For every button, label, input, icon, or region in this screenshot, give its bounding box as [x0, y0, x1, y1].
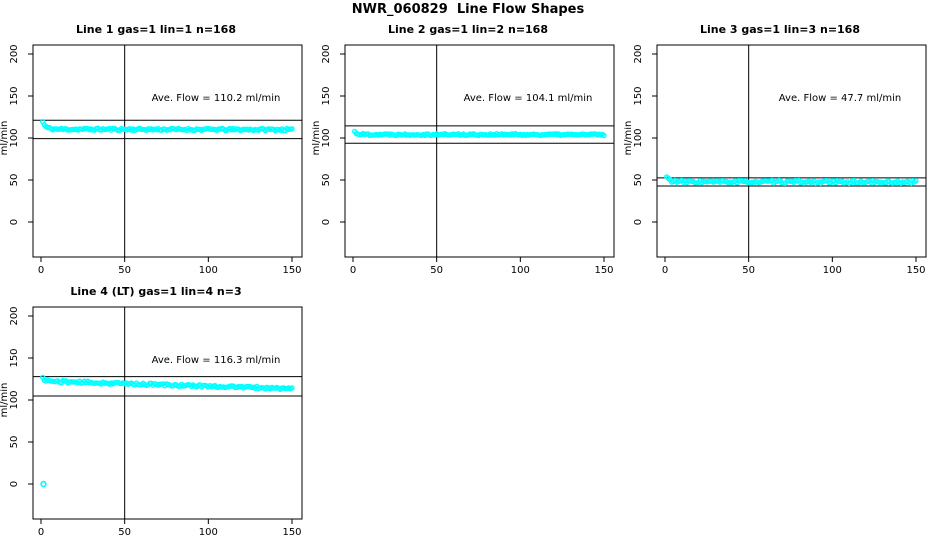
x-tick-label: 150	[282, 265, 301, 275]
y-tick-label: 150	[9, 348, 20, 367]
subplot-line1-title: Line 1 gas=1 lin=1 n=168	[75, 23, 236, 36]
x-tick-label: 50	[742, 265, 755, 275]
y-tick-label: 100	[9, 390, 20, 409]
x-tick-label: 150	[594, 265, 613, 275]
data-points	[664, 174, 919, 187]
reference-lines	[33, 307, 302, 519]
x-tick-label: 100	[199, 527, 218, 537]
x-tick-label: 0	[38, 265, 44, 275]
data-points	[40, 374, 295, 488]
y-axis-label: ml/min	[624, 121, 634, 156]
x-tick-label: 100	[511, 265, 530, 275]
y-axis-label: ml/min	[312, 121, 322, 156]
y-tick-label: 50	[633, 174, 644, 187]
subplot-line4-title: Line 4 (LT) gas=1 lin=4 n=3	[70, 285, 242, 298]
subplot-line3-plot: 0 50 100 150 0 50 100 150 200 ml/min Ave. Flow = 4…	[624, 44, 927, 275]
y-axis-label: ml/min	[0, 383, 10, 418]
y-tick-label: 100	[9, 128, 20, 147]
subplot-line4: Line 4 (LT) gas=1 lin=4 n=3 0 50 100 150 0 50…	[0, 282, 312, 538]
subplot-line3-title: Line 3 gas=1 lin=3 n=168	[699, 23, 860, 36]
subplot-line1: Line 1 gas=1 lin=1 n=168 0 50 100 150 0 50 100…	[0, 20, 312, 276]
y-tick-label: 0	[9, 481, 20, 487]
y-tick-label: 50	[321, 174, 332, 187]
y-tick-label: 200	[9, 306, 20, 325]
subplot-line4-plot: 0 50 100 150 0 50 100 150 200 ml/min Ave. Flow = 1…	[0, 306, 303, 537]
y-tick-label: 100	[633, 128, 644, 147]
y-tick-label: 150	[9, 86, 20, 105]
y-tick-label: 0	[633, 219, 644, 225]
y-tick-label: 0	[9, 219, 20, 225]
page-title: NWR_060829 Line Flow Shapes	[351, 2, 585, 17]
ave-flow-annotation: Ave. Flow = 116.3 ml/min	[152, 355, 281, 366]
data-points	[352, 128, 607, 139]
y-tick-label: 150	[633, 86, 644, 105]
ave-flow-annotation: Ave. Flow = 104.1 ml/min	[464, 93, 593, 104]
reference-lines	[33, 45, 302, 257]
data-points	[40, 118, 295, 134]
y-tick-label: 200	[633, 44, 644, 63]
ave-flow-annotation: Ave. Flow = 110.2 ml/min	[152, 93, 281, 104]
x-tick-label: 50	[118, 265, 131, 275]
x-tick-label: 150	[282, 527, 301, 537]
x-tick-label: 100	[823, 265, 842, 275]
x-tick-label: 100	[199, 265, 218, 275]
x-tick-label: 150	[906, 265, 925, 275]
ave-flow-annotation: Ave. Flow = 47.7 ml/min	[779, 93, 901, 104]
x-tick-label: 50	[430, 265, 443, 275]
y-tick-label: 200	[321, 44, 332, 63]
y-tick-label: 200	[9, 44, 20, 63]
x-tick-label: 0	[662, 265, 668, 275]
subplot-line2-title: Line 2 gas=1 lin=2 n=168	[387, 23, 548, 36]
axes: 0 50 100 150 0 50 100 150 200 ml/min	[312, 44, 615, 275]
outlier-point	[40, 480, 47, 488]
y-tick-label: 50	[9, 174, 20, 187]
x-tick-label: 0	[350, 265, 356, 275]
subplot-line3: Line 3 gas=1 lin=3 n=168 0 50 100 150 0 50 100…	[624, 20, 936, 276]
x-tick-label: 0	[38, 527, 44, 537]
y-tick-label: 100	[321, 128, 332, 147]
reference-lines	[657, 45, 926, 257]
subplot-line1-plot: 0 50 100 150 0 50 100 150 200 ml/min Ave. Flow = 1…	[0, 44, 303, 275]
y-tick-label: 150	[321, 86, 332, 105]
subplot-line2-plot: 0 50 100 150 0 50 100 150 200 ml/min Ave. Flow = 1…	[312, 44, 615, 275]
y-axis-label: ml/min	[0, 121, 10, 156]
axes: 0 50 100 150 0 50 100 150 200 ml/min	[0, 44, 303, 275]
reference-lines	[345, 45, 614, 257]
axes: 0 50 100 150 0 50 100 150 200 ml/min	[624, 44, 927, 275]
axes: 0 50 100 150 0 50 100 150 200 ml/min	[0, 306, 303, 537]
subplot-line2: Line 2 gas=1 lin=2 n=168 0 50 100 150 0 50 100…	[312, 20, 624, 276]
y-tick-label: 0	[321, 219, 332, 225]
x-tick-label: 50	[118, 527, 131, 537]
y-tick-label: 50	[9, 436, 20, 449]
